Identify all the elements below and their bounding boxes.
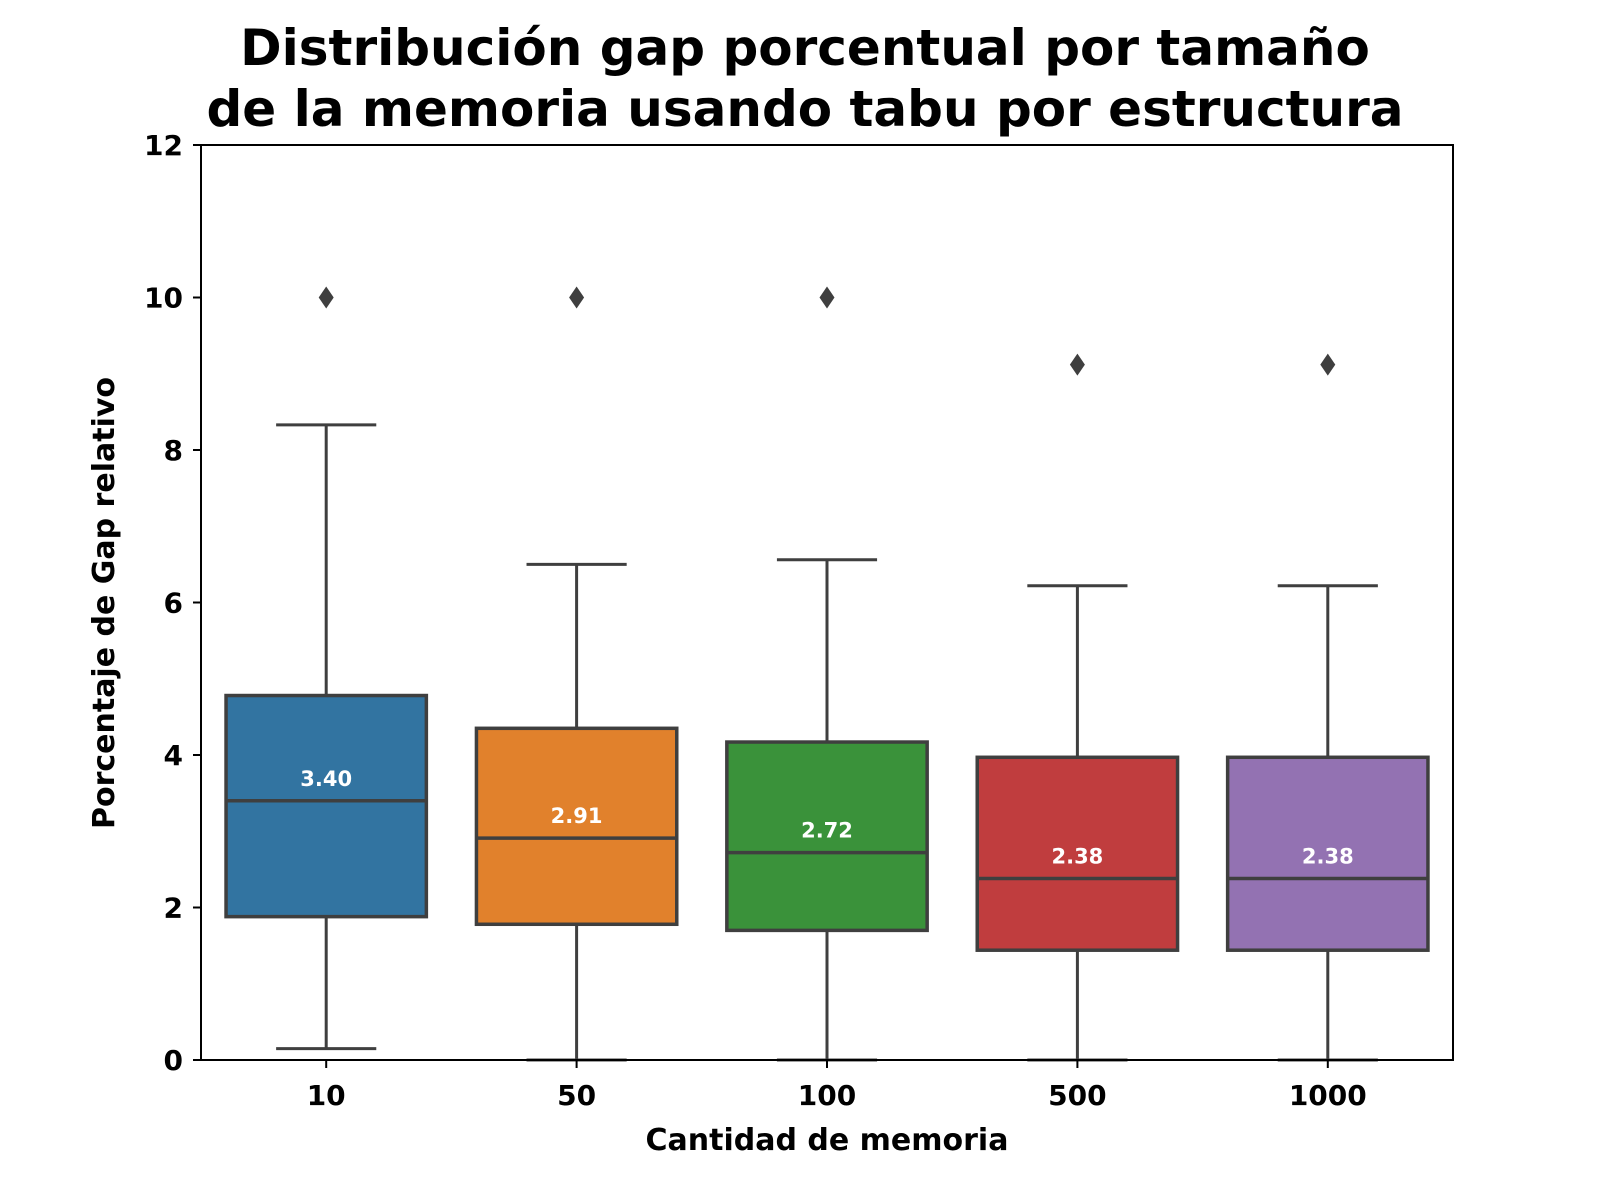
box-group-50: 2.91 xyxy=(474,286,679,1062)
outlier-marker xyxy=(1069,353,1085,376)
box-group-1000: 2.38 xyxy=(1225,353,1430,1062)
x-tick-label: 100 xyxy=(798,1079,856,1112)
median-label: 2.91 xyxy=(551,804,603,828)
y-tick-label: 4 xyxy=(164,739,183,772)
chart-title-line-2: de la memoria usando tabu por estructura xyxy=(206,80,1403,138)
outlier-marker xyxy=(569,286,585,309)
x-tick-label: 1000 xyxy=(1289,1079,1367,1112)
box-iqr xyxy=(975,755,1180,952)
box-iqr xyxy=(1225,755,1430,952)
plot-area: 3.40 2.91 2.72 2.38 2.38 xyxy=(224,286,1430,1062)
median-label: 2.38 xyxy=(1051,845,1103,869)
chart-title-line-1: Distribución gap porcentual por tamaño xyxy=(240,19,1370,77)
outlier-marker xyxy=(1320,353,1336,376)
y-tick-label: 2 xyxy=(164,892,183,925)
median-label: 3.40 xyxy=(300,767,352,791)
x-axis: 10 50 100 500 1000 xyxy=(307,1060,1367,1112)
box-group-500: 2.38 xyxy=(975,353,1180,1062)
median-label: 2.38 xyxy=(1302,845,1354,869)
x-tick-label: 50 xyxy=(557,1079,596,1112)
y-axis: 0 2 4 6 8 10 12 xyxy=(144,129,201,1077)
x-tick-label: 10 xyxy=(307,1079,346,1112)
x-tick-label: 500 xyxy=(1048,1079,1106,1112)
box-group-100: 2.72 xyxy=(725,286,929,1062)
y-tick-label: 12 xyxy=(144,129,183,162)
box-iqr xyxy=(474,726,679,927)
y-axis-label: Porcentaje de Gap relativo xyxy=(87,377,122,829)
y-tick-label: 6 xyxy=(164,587,183,620)
box-iqr xyxy=(725,740,929,933)
y-tick-label: 10 xyxy=(144,282,183,315)
outlier-marker xyxy=(819,286,835,309)
y-tick-label: 8 xyxy=(164,434,183,467)
x-axis-label: Cantidad de memoria xyxy=(646,1123,1009,1158)
y-tick-label: 0 xyxy=(164,1044,183,1077)
median-label: 2.72 xyxy=(801,819,853,843)
box-iqr xyxy=(224,693,429,919)
outlier-marker xyxy=(318,286,334,309)
box-group-10: 3.40 xyxy=(224,286,429,1051)
